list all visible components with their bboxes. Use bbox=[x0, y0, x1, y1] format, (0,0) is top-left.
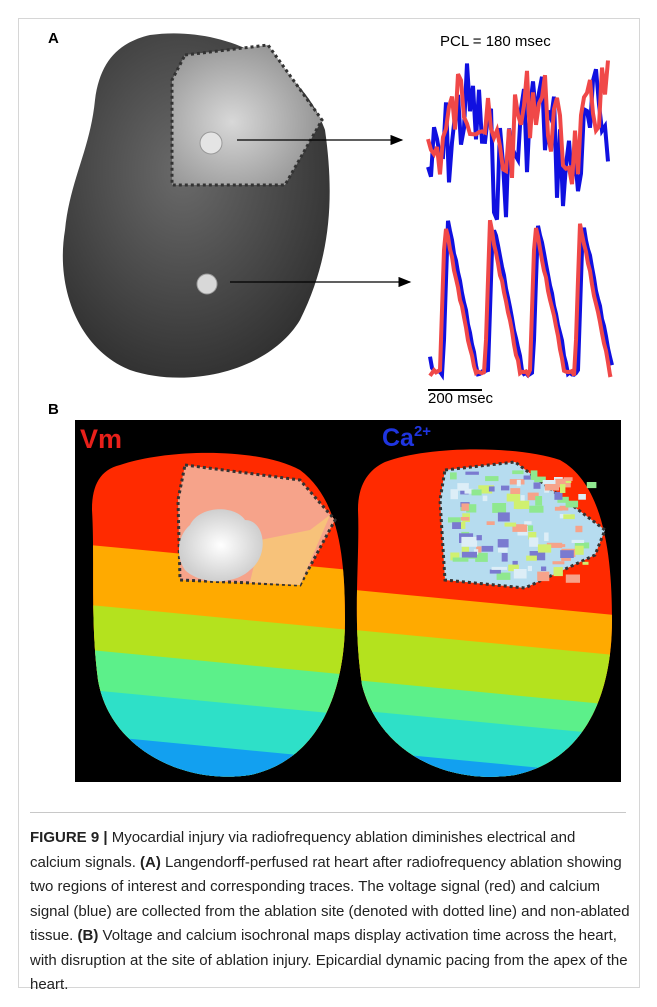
map-noise-patch bbox=[448, 517, 461, 522]
map-noise-patch bbox=[510, 488, 520, 494]
map-noise-patch bbox=[544, 533, 549, 542]
map-noise-patch bbox=[465, 472, 479, 475]
map-noise-patch bbox=[529, 537, 538, 546]
map-noise-patch bbox=[566, 501, 579, 508]
map-noise-patch bbox=[543, 480, 556, 484]
roi-marker bbox=[200, 132, 222, 154]
map-noise-patch bbox=[537, 572, 549, 582]
map-noise-patch bbox=[450, 472, 457, 479]
map-noise-patch bbox=[566, 575, 580, 583]
map-noise-patch bbox=[553, 561, 565, 564]
caption-panel-ref: (B) bbox=[78, 927, 99, 944]
map-noise-patch bbox=[575, 546, 584, 555]
map-label-superscript: 2+ bbox=[414, 423, 431, 440]
map-noise-patch bbox=[485, 476, 498, 481]
map-noise-patch bbox=[492, 567, 507, 570]
caption-panel-ref: (A) bbox=[140, 854, 161, 871]
map-noise-patch bbox=[514, 501, 529, 509]
map-noise-patch bbox=[531, 470, 538, 480]
map-noise-patch bbox=[563, 514, 575, 519]
map-noise-patch bbox=[524, 521, 531, 524]
map-noise-patch bbox=[534, 483, 541, 489]
map-noise-patch bbox=[461, 537, 477, 547]
map-noise-patch bbox=[535, 496, 542, 506]
traces bbox=[428, 61, 612, 376]
map-noise-patch bbox=[453, 558, 469, 562]
map-noise-patch bbox=[507, 494, 520, 502]
map-noise-patch bbox=[451, 489, 459, 499]
map-noise-patch bbox=[578, 494, 586, 500]
caption-label: FIGURE 9 | bbox=[30, 829, 108, 846]
map-noise-patch bbox=[538, 544, 551, 552]
map-label: Vm bbox=[80, 424, 122, 454]
figure: A PCL = 180 msec 200 msec B Vm Ca2+ bbox=[0, 0, 657, 810]
map-noise-patch bbox=[554, 567, 563, 576]
map-noise-patch bbox=[583, 562, 589, 565]
map-noise-patch bbox=[545, 484, 559, 491]
caption-rule bbox=[30, 812, 626, 813]
map-noise-patch bbox=[550, 544, 566, 547]
map-noise-patch bbox=[560, 550, 574, 558]
map-noise-patch bbox=[489, 486, 495, 491]
map-noise-patch bbox=[452, 522, 461, 529]
map-noise-patch bbox=[572, 540, 585, 543]
trace-label: PCL = 180 msec bbox=[440, 33, 551, 50]
map-noise-patch bbox=[490, 570, 501, 574]
map-noise-patch bbox=[505, 523, 517, 527]
caption: FIGURE 9 | Myocardial injury via radiofr… bbox=[30, 826, 630, 998]
map-noise-patch bbox=[498, 512, 510, 521]
map-noise-patch bbox=[555, 507, 563, 511]
map-noise-patch bbox=[497, 573, 511, 580]
caption-text: Voltage and calcium isochronal maps disp… bbox=[30, 927, 628, 993]
map-noise-patch bbox=[461, 522, 465, 529]
map-noise-patch bbox=[564, 477, 573, 481]
map-noise-patch bbox=[554, 492, 562, 500]
map-noise-patch bbox=[498, 548, 508, 553]
map-noise-patch bbox=[502, 553, 508, 562]
scale-bar-label: 200 msec bbox=[428, 390, 494, 407]
panel-label: A bbox=[48, 30, 59, 47]
map-noise-patch bbox=[512, 470, 523, 474]
map-noise-patch bbox=[517, 480, 521, 486]
map-noise-patch bbox=[461, 517, 470, 521]
figure-page: A PCL = 180 msec 200 msec B Vm Ca2+ FIGU… bbox=[0, 0, 657, 1007]
map-noise-patch bbox=[472, 490, 482, 496]
roi-marker bbox=[197, 274, 217, 294]
map-noise-patch bbox=[487, 521, 495, 525]
map-noise-patch bbox=[477, 535, 482, 540]
map-noise-patch bbox=[529, 506, 543, 513]
map-noise-patch bbox=[483, 496, 488, 502]
map-label-text: Ca bbox=[382, 424, 415, 452]
map-noise-patch bbox=[482, 546, 494, 552]
map-noise-patch bbox=[514, 569, 527, 579]
map-noise-patch bbox=[528, 566, 532, 571]
map-noise-patch bbox=[541, 567, 546, 572]
map-noise-patch bbox=[492, 503, 506, 513]
map-noise-patch bbox=[575, 526, 582, 532]
map-noise-patch bbox=[560, 484, 565, 493]
map-noise-patch bbox=[526, 556, 537, 561]
map-noise-patch bbox=[462, 552, 477, 558]
panel-label: B bbox=[48, 401, 59, 418]
map-noise-patch bbox=[498, 539, 509, 547]
map-noise-patch bbox=[587, 482, 597, 488]
map-noise-patch bbox=[461, 503, 469, 510]
map-noise-patch bbox=[501, 486, 509, 491]
